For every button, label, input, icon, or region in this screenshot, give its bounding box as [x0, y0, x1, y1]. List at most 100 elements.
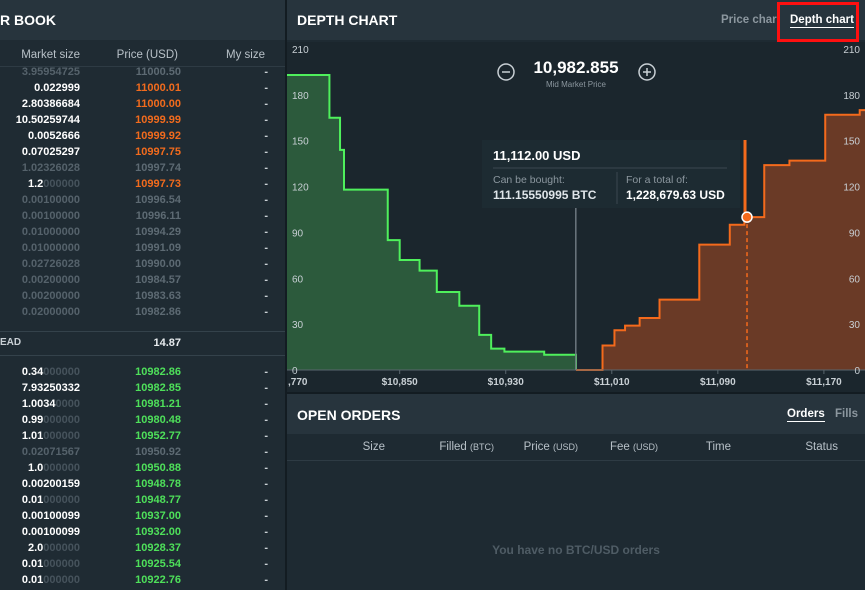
my-size: -: [264, 446, 268, 458]
price: 10994.29: [135, 226, 181, 238]
size-faded: 0.01000000: [21, 242, 80, 254]
tab[interactable]: Price char: [721, 14, 777, 26]
price: 10932.00: [135, 526, 181, 538]
price: 10990.00: [135, 258, 181, 270]
size: 1.0: [27, 462, 44, 474]
tooltip-bg: [482, 140, 740, 208]
my-size: -: [264, 478, 268, 490]
market-size: 2.0000000: [28, 540, 80, 556]
y2-tick-label: 0: [854, 366, 860, 377]
my-size: -: [264, 462, 268, 474]
zoom-out[interactable]: [497, 63, 515, 81]
x-tick-label: $10,850: [382, 377, 419, 388]
size-pad: 000000: [43, 558, 80, 570]
price: 10950.88: [135, 462, 181, 474]
my-size: -: [264, 274, 268, 286]
market-size: 3.95954725: [22, 64, 80, 80]
col-header: Filled (BTC): [439, 441, 494, 453]
my-size: -: [264, 306, 268, 318]
depth-header: [287, 0, 865, 40]
my-size: -: [264, 130, 268, 142]
size-pad: 000000: [43, 178, 80, 190]
tab[interactable]: Fills: [835, 408, 859, 420]
my-size: -: [264, 98, 268, 110]
market-size: 0.01000000: [22, 492, 80, 508]
size-pad: 000000: [43, 494, 80, 506]
price: 10991.09: [135, 242, 181, 254]
depth-area: [287, 74, 576, 370]
market-size: 0.0052666: [28, 128, 80, 144]
tooltip-label: For a total of:: [626, 174, 688, 186]
size: 1.2: [27, 178, 44, 190]
depth-area: [576, 110, 865, 371]
size-faded: 1.02326028: [21, 162, 80, 174]
price: 10996.11: [135, 210, 181, 222]
price: 10982.85: [135, 382, 181, 394]
price: 10948.78: [135, 478, 181, 490]
price: 10937.00: [135, 510, 181, 522]
size-faded: 0.02726028: [21, 258, 80, 270]
my-size: -: [264, 242, 268, 254]
size-pad: 0000: [55, 398, 80, 410]
order-book-panel: R BOOK Market size Price (USD) My size E…: [0, 0, 285, 590]
price: 10999.99: [135, 114, 181, 126]
market-size: 1.01000000: [22, 428, 80, 444]
price: 10952.77: [135, 430, 181, 442]
size: 0.01: [21, 494, 44, 506]
divider: [287, 460, 865, 461]
tab-active[interactable]: Depth chart: [790, 14, 854, 28]
size: 0.022999: [34, 82, 80, 94]
y-tick-label: 90: [292, 228, 304, 239]
price: 10928.37: [135, 542, 181, 554]
col-header: Market size: [21, 49, 80, 61]
orders-header: [287, 394, 865, 434]
price: 10984.57: [135, 274, 181, 286]
x-tick-label: $11,170: [806, 377, 842, 388]
size: 2.80386684: [21, 98, 80, 110]
price: 10922.76: [135, 574, 181, 586]
my-size: -: [264, 382, 268, 394]
market-size: 1.0000000: [28, 460, 80, 476]
col-name: Status: [805, 441, 838, 453]
y2-tick-label: 210: [843, 45, 860, 56]
x-tick-label: $10,930: [488, 377, 525, 388]
market-size: 0.02000000: [22, 304, 80, 320]
size: 0.00100099: [21, 526, 80, 538]
zoom-in[interactable]: [638, 63, 656, 81]
my-size: -: [264, 162, 268, 174]
col-unit: (USD): [553, 442, 578, 452]
col-header: Price (USD): [524, 441, 578, 453]
size-faded: 0.00100000: [21, 210, 80, 222]
market-size: 0.00100099: [22, 508, 80, 524]
size-pad: 000000: [43, 574, 80, 586]
tab-active[interactable]: Orders: [787, 408, 825, 422]
col-header: Size: [363, 441, 385, 453]
y-tick-label: 210: [292, 45, 309, 56]
col-name: Filled: [439, 441, 467, 453]
y-tick-label: 120: [292, 183, 309, 194]
my-size: -: [264, 194, 268, 206]
depth-title: DEPTH CHART: [297, 12, 398, 28]
col-header: Time: [706, 441, 731, 453]
size: 0.0052666: [28, 130, 80, 142]
col-name: Price: [523, 441, 550, 453]
size: 1.01: [21, 430, 44, 442]
depth-line: [287, 73, 577, 370]
market-size: 1.02326028: [22, 160, 80, 176]
size-pad: 000000: [43, 462, 80, 474]
x-tick-label: ,770: [288, 377, 308, 388]
my-size: -: [264, 146, 268, 158]
price: 10980.48: [135, 414, 181, 426]
my-size: -: [264, 178, 268, 190]
price: 10981.21: [135, 398, 181, 410]
size: 0.34: [21, 366, 44, 378]
spread-label: EAD: [0, 337, 22, 348]
separator: [285, 0, 287, 590]
my-size: -: [264, 542, 268, 554]
y-tick-label: 150: [292, 137, 309, 148]
market-size: 0.00200000: [22, 288, 80, 304]
mid-caption: Mid Market Price: [546, 80, 607, 89]
col-name: Size: [362, 441, 385, 453]
market-size: 0.00200000: [22, 272, 80, 288]
hover-point: [741, 211, 753, 223]
